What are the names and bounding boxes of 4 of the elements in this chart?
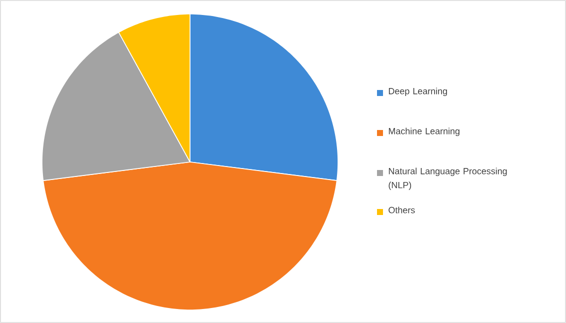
legend-label: Machine Learning [388, 128, 460, 136]
legend-label: Deep Learning [388, 88, 447, 96]
legend-label: Natural Language Processing (NLP) [388, 168, 507, 190]
legend-label: Others [388, 206, 415, 214]
